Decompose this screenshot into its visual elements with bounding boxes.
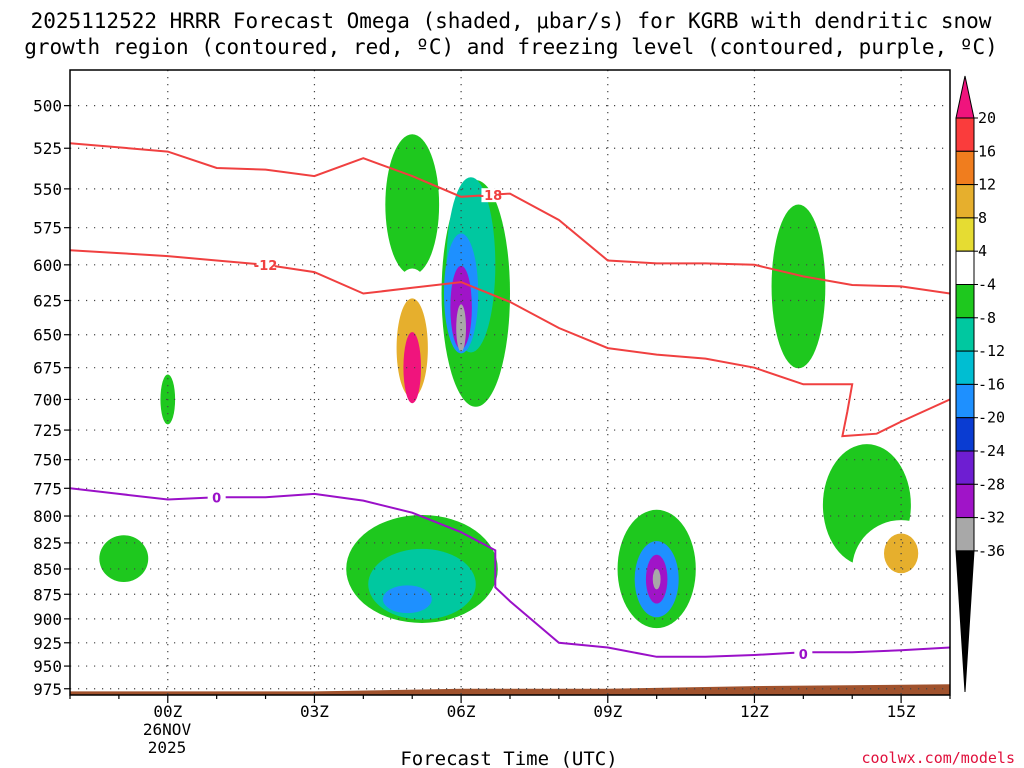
colorbar-swatch-9 <box>955 417 975 452</box>
colorbar-swatch-5 <box>955 284 975 319</box>
x-tick-label-03Z: 03Z <box>300 702 329 721</box>
y-tick-label-575: 575 <box>33 219 62 238</box>
colorbar-label-4: 4 <box>978 242 987 260</box>
colorbar-swatch-6 <box>955 317 975 352</box>
omega-green-column-03z <box>385 134 440 275</box>
colorbar-label--4: -4 <box>978 276 996 294</box>
y-tick-label-950: 950 <box>33 657 62 676</box>
credit-text: coolwx.com/models <box>861 749 1015 767</box>
colorbar-label-8: 8 <box>978 209 987 227</box>
x-tick-label-15Z: 15Z <box>887 702 916 721</box>
colorbar-label--36: -36 <box>978 542 1005 560</box>
y-tick-label-800: 800 <box>33 507 62 526</box>
terrain-fill <box>70 684 950 695</box>
colorbar-label-16: 16 <box>978 142 996 160</box>
isotherm-minus12-label-bg <box>256 257 275 272</box>
pressure-axis: 500 525 550 575 600 625 650 675 700 725 750 775 800 8… <box>33 97 70 699</box>
colorbar-label--20: -20 <box>978 409 1005 427</box>
terrain-layer <box>70 684 950 695</box>
time-axis: 00Z 03Z 06Z 09Z 12Z 15Z <box>69 695 951 721</box>
isotherm-minus12-label: -12 <box>254 259 278 274</box>
y-tick-label-650: 650 <box>33 326 62 345</box>
x-tick-label-06Z: 06Z <box>447 702 476 721</box>
y-tick-label-500: 500 <box>33 97 62 116</box>
isotherm-minus18-line <box>70 142 950 295</box>
y-tick-label-975: 975 <box>33 680 62 699</box>
colorbar: 20 16 12 8 4 -4 -8 -12 -16 -20 -24 -28 -32 -36 <box>955 75 1005 693</box>
colorbar-label--16: -16 <box>978 375 1005 393</box>
y-tick-label-550: 550 <box>33 180 62 199</box>
omega-blue-slab-low <box>382 585 432 614</box>
colorbar-label-12: 12 <box>978 176 996 194</box>
colorbar-swatch-1 <box>955 150 975 186</box>
x-tick-label-00Z: 00Z <box>153 702 182 721</box>
isotherm-minus18-label-bg <box>481 188 500 203</box>
chart-title-line2: growth region (contoured, red, ºC) and f… <box>24 35 998 59</box>
colorbar-swatch-7 <box>955 350 975 385</box>
x-axis-label: Forecast Time (UTC) <box>400 748 617 768</box>
grid-lines <box>70 70 950 695</box>
omega-shading <box>99 112 950 629</box>
colorbar-swatch-2 <box>955 184 975 219</box>
colorbar-swatch-12 <box>955 517 975 552</box>
colorbar-swatch-8 <box>955 383 975 419</box>
date-label-year: 2025 <box>148 738 187 757</box>
colorbar-label--12: -12 <box>978 342 1005 360</box>
omega-grey-core-10z <box>652 569 661 590</box>
y-tick-label-900: 900 <box>33 610 62 629</box>
x-tick-label-09Z: 09Z <box>593 702 622 721</box>
x-tick-label-12Z: 12Z <box>740 702 769 721</box>
omega-yellow-streak-02z <box>248 112 283 234</box>
colorbar-top-arrow <box>955 75 975 119</box>
freezing-level-label-2-bg <box>794 647 813 662</box>
y-tick-label-925: 925 <box>33 634 62 653</box>
colorbar-label--28: -28 <box>978 475 1005 493</box>
temperature-contours <box>70 142 950 658</box>
date-label-day: 26NOV <box>143 720 192 739</box>
colorbar-swatch-11 <box>955 483 975 519</box>
y-tick-label-600: 600 <box>33 256 62 275</box>
y-tick-label-750: 750 <box>33 451 62 470</box>
colorbar-swatch-0 <box>955 117 975 152</box>
omega-magenta-lobe-05z <box>403 332 422 404</box>
colorbar-label--32: -32 <box>978 509 1005 527</box>
chart-title-line1: 2025112522 HRRR Forecast Omega (shaded, … <box>31 9 992 33</box>
freezing-level-line <box>70 487 950 658</box>
isotherm-minus18-label: -18 <box>479 189 503 204</box>
y-tick-label-825: 825 <box>33 534 62 553</box>
omega-green-column-13z <box>771 204 826 369</box>
y-tick-label-675: 675 <box>33 359 62 378</box>
colorbar-label--8: -8 <box>978 309 996 327</box>
y-tick-label-775: 775 <box>33 479 62 498</box>
colorbar-swatch-4 <box>955 250 975 285</box>
y-tick-label-700: 700 <box>33 390 62 409</box>
contour-labels: -18 -12 0 0 <box>207 188 813 663</box>
colorbar-swatch-3 <box>955 217 975 252</box>
y-tick-label-875: 875 <box>33 585 62 604</box>
y-tick-label-850: 850 <box>33 560 62 579</box>
freezing-level-label-bg <box>207 490 226 505</box>
isotherm-minus12-line <box>70 249 950 438</box>
colorbar-label-20: 20 <box>978 109 996 127</box>
colorbar-swatch-10 <box>955 450 975 485</box>
freezing-level-label: 0 <box>212 491 221 506</box>
omega-grey-core-06z <box>456 304 466 352</box>
y-tick-label-725: 725 <box>33 421 62 440</box>
y-tick-label-525: 525 <box>33 139 62 158</box>
colorbar-label--24: -24 <box>978 442 1005 460</box>
omega-green-blob-lowleft <box>99 535 149 583</box>
freezing-level-label-2: 0 <box>799 648 808 663</box>
colorbar-bottom-arrow <box>955 550 975 693</box>
y-tick-label-625: 625 <box>33 291 62 310</box>
